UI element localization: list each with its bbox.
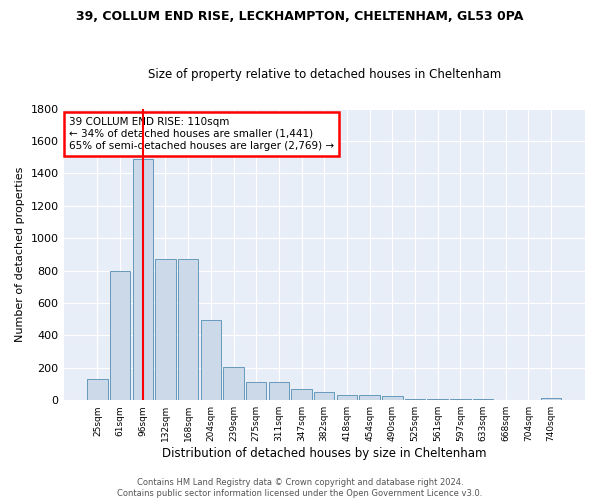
Bar [292,389,312,400]
Bar [200,320,221,400]
Y-axis label: Number of detached properties: Number of detached properties [15,166,25,342]
Title: Size of property relative to detached houses in Cheltenham: Size of property relative to detached ho… [148,68,501,81]
Bar [133,159,153,400]
Bar [541,398,561,400]
Bar [337,394,357,400]
Text: 39, COLLUM END RISE, LECKHAMPTON, CHELTENHAM, GL53 0PA: 39, COLLUM END RISE, LECKHAMPTON, CHELTE… [76,10,524,23]
Bar [359,396,380,400]
Bar [87,379,107,400]
Bar [155,259,176,400]
Bar [382,396,403,400]
Bar [246,382,266,400]
Bar [314,392,334,400]
Bar [405,398,425,400]
X-axis label: Distribution of detached houses by size in Cheltenham: Distribution of detached houses by size … [162,447,487,460]
Text: 39 COLLUM END RISE: 110sqm
← 34% of detached houses are smaller (1,441)
65% of s: 39 COLLUM END RISE: 110sqm ← 34% of deta… [69,118,334,150]
Bar [110,270,130,400]
Bar [178,259,199,400]
Text: Contains HM Land Registry data © Crown copyright and database right 2024.
Contai: Contains HM Land Registry data © Crown c… [118,478,482,498]
Bar [223,367,244,400]
Bar [269,382,289,400]
